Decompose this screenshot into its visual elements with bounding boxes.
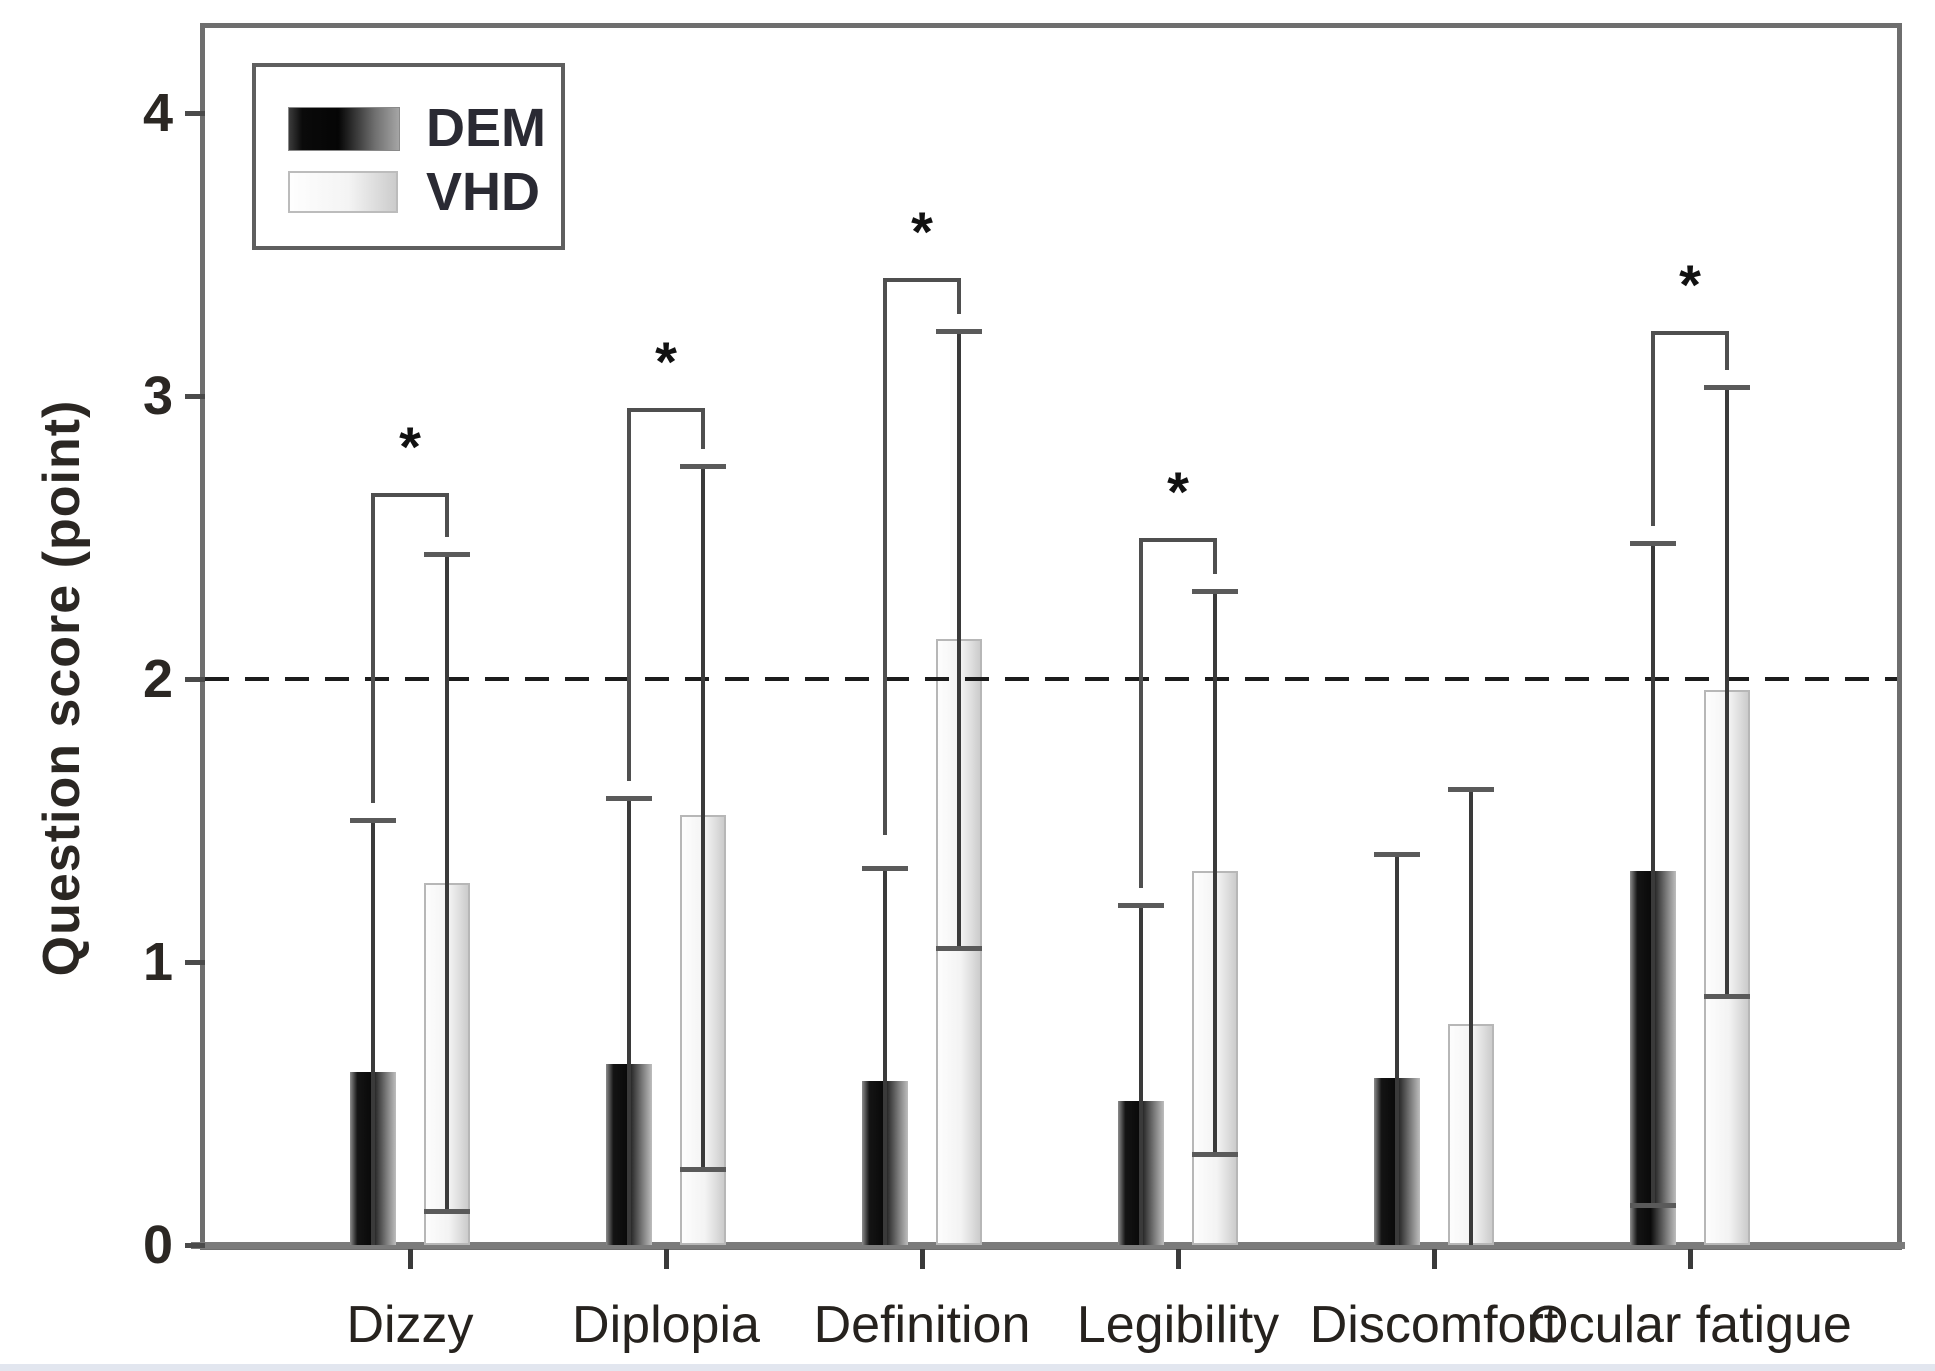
legend-swatch-vhd bbox=[288, 171, 398, 213]
error-bar-vhd-dizzy-cap-top bbox=[424, 552, 470, 558]
x-tick-ocular-fatigue bbox=[1688, 1249, 1693, 1269]
significance-bracket-legibility-top bbox=[1139, 538, 1217, 543]
reference-line-2 bbox=[205, 676, 1897, 681]
error-bar-dem-diplopia-cap-top bbox=[606, 795, 652, 801]
error-bar-dem-dizzy-cap-top bbox=[350, 818, 396, 824]
significance-bracket-ocular-fatigue-right-arm bbox=[1725, 333, 1729, 371]
error-bar-dem-legibility-cap-top bbox=[1118, 903, 1164, 909]
significance-bracket-dizzy-left-arm bbox=[371, 494, 375, 804]
error-bar-dem-ocular-fatigue-cap-top bbox=[1630, 540, 1676, 546]
scan-artifact-strip bbox=[0, 1364, 1935, 1371]
legend-label-dem: DEM bbox=[426, 98, 546, 158]
error-bar-dem-legibility-line bbox=[1139, 905, 1143, 1245]
significance-bracket-legibility-left-arm bbox=[1139, 540, 1143, 889]
error-bar-dem-ocular-fatigue-cap-bottom bbox=[1630, 1203, 1676, 1209]
y-tick-label-4: 4 bbox=[142, 82, 173, 143]
legend-box: DEM VHD bbox=[252, 63, 565, 250]
x-tick-diplopia bbox=[664, 1249, 669, 1269]
y-tick-4 bbox=[185, 110, 205, 116]
significance-bracket-definition-right-arm bbox=[957, 279, 961, 314]
significance-bracket-ocular-fatigue-left-arm bbox=[1651, 333, 1655, 526]
significance-asterisk-ocular-fatigue: * bbox=[1679, 253, 1701, 317]
legend-label-vhd: VHD bbox=[426, 162, 541, 222]
error-bar-vhd-ocular-fatigue-cap-bottom bbox=[1704, 993, 1750, 999]
x-category-label-ocular-fatigue: Ocular fatigue bbox=[1528, 1296, 1852, 1354]
x-axis-line bbox=[191, 1242, 1905, 1249]
error-bar-vhd-definition-cap-top bbox=[936, 328, 982, 334]
significance-asterisk-definition: * bbox=[911, 199, 933, 263]
significance-asterisk-diplopia: * bbox=[655, 329, 677, 393]
y-tick-label-3: 3 bbox=[142, 365, 173, 426]
significance-bracket-dizzy-top bbox=[371, 492, 449, 497]
error-bar-dem-dizzy-line bbox=[371, 820, 375, 1245]
y-tick-label-1: 1 bbox=[142, 931, 173, 992]
error-bar-vhd-diplopia-line bbox=[701, 466, 705, 1169]
significance-asterisk-legibility: * bbox=[1167, 460, 1189, 524]
significance-bracket-legibility-right-arm bbox=[1213, 540, 1217, 575]
x-category-label-dizzy: Dizzy bbox=[346, 1296, 474, 1354]
significance-bracket-diplopia-top bbox=[627, 407, 705, 412]
error-bar-vhd-definition-line bbox=[957, 330, 961, 948]
x-tick-dizzy bbox=[408, 1249, 413, 1269]
x-tick-definition bbox=[920, 1249, 925, 1269]
error-bar-dem-discomfort-cap-top bbox=[1374, 852, 1420, 858]
error-bar-dem-definition-line bbox=[883, 868, 887, 1245]
significance-bracket-diplopia-left-arm bbox=[627, 409, 631, 781]
x-category-label-discomfort: Discomfort bbox=[1309, 1296, 1559, 1354]
error-bar-vhd-ocular-fatigue-cap-top bbox=[1704, 385, 1750, 391]
x-category-label-diplopia: Diplopia bbox=[572, 1296, 760, 1354]
y-tick-3 bbox=[185, 393, 205, 399]
significance-bracket-dizzy-right-arm bbox=[445, 494, 449, 538]
error-bar-vhd-legibility-cap-top bbox=[1192, 589, 1238, 595]
y-tick-2 bbox=[185, 676, 205, 682]
error-bar-vhd-definition-cap-bottom bbox=[936, 945, 982, 951]
significance-bracket-ocular-fatigue-top bbox=[1651, 331, 1729, 336]
error-bar-vhd-discomfort-line bbox=[1469, 789, 1473, 1245]
error-bar-dem-ocular-fatigue-line bbox=[1651, 542, 1655, 1206]
x-tick-legibility bbox=[1176, 1249, 1181, 1269]
significance-bracket-definition-top bbox=[883, 277, 961, 282]
error-bar-vhd-diplopia-cap-bottom bbox=[680, 1166, 726, 1172]
y-tick-1 bbox=[185, 959, 205, 965]
error-bar-dem-discomfort-line bbox=[1395, 854, 1399, 1245]
significance-bracket-definition-left-arm bbox=[883, 279, 887, 835]
error-bar-vhd-legibility-line bbox=[1213, 591, 1217, 1155]
x-category-label-definition: Definition bbox=[813, 1296, 1031, 1354]
x-tick-discomfort bbox=[1432, 1249, 1437, 1269]
y-tick-0 bbox=[185, 1243, 205, 1248]
error-bar-vhd-ocular-fatigue-line bbox=[1725, 387, 1729, 996]
error-bar-vhd-legibility-cap-bottom bbox=[1192, 1152, 1238, 1158]
error-bar-dem-diplopia-line bbox=[627, 797, 631, 1245]
error-bar-dem-definition-cap-top bbox=[862, 866, 908, 872]
error-bar-vhd-dizzy-cap-bottom bbox=[424, 1209, 470, 1215]
y-tick-label-0: 0 bbox=[142, 1215, 173, 1275]
error-bar-vhd-diplopia-cap-top bbox=[680, 464, 726, 470]
error-bar-vhd-discomfort-cap-top bbox=[1448, 787, 1494, 793]
significance-bracket-diplopia-right-arm bbox=[701, 409, 705, 450]
y-tick-label-2: 2 bbox=[142, 648, 173, 709]
x-category-label-legibility: Legibility bbox=[1076, 1296, 1280, 1354]
significance-asterisk-dizzy: * bbox=[399, 414, 421, 478]
legend-swatch-dem bbox=[288, 107, 400, 151]
error-bar-vhd-dizzy-line bbox=[445, 554, 449, 1212]
